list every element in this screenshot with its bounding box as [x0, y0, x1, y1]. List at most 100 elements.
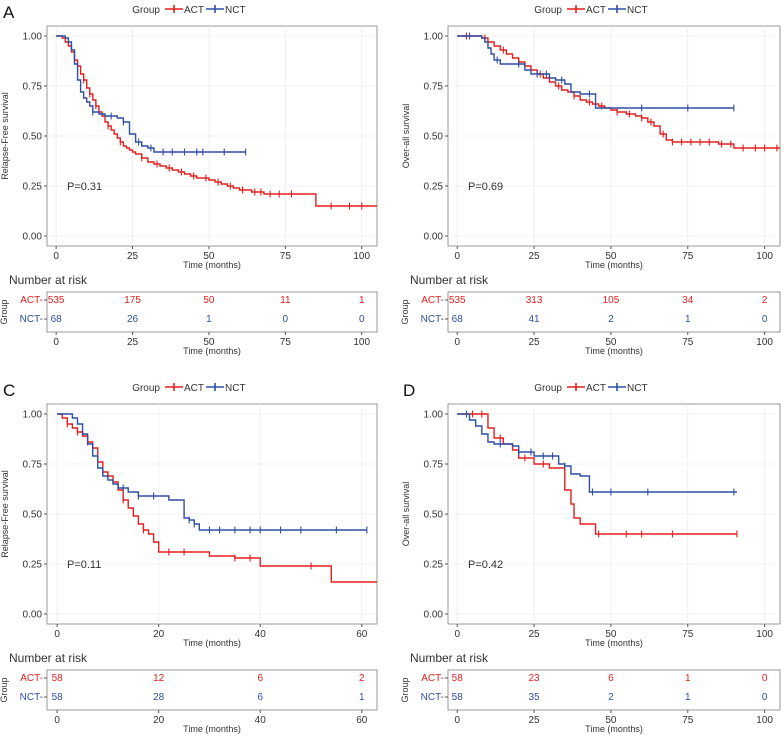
p-value: P=0.69 [468, 181, 503, 193]
risk-x-tick-label: 75 [682, 337, 694, 348]
risk-x-tick-label: 100 [756, 337, 773, 348]
risk-count: 35 [529, 692, 541, 703]
x-tick-label: 50 [605, 629, 617, 640]
risk-row-label: NCT- [20, 314, 43, 325]
risk-table: Number at risk ACT- 58 23 6 1 0 NCT- 58 35 2 1 0 Grou… [400, 651, 781, 734]
risk-count: 2 [762, 295, 768, 306]
panel-label: D [403, 381, 415, 400]
y-tick-label: 0.25 [424, 560, 444, 571]
y-tick-label: 0.50 [23, 132, 43, 143]
risk-count: 12 [153, 673, 165, 684]
risk-table: Number at risk ACT- 535 313 105 34 2 NCT- 68 41 2 1… [400, 273, 781, 356]
y-tick-label: 0.00 [23, 232, 43, 243]
y-tick-label: 0.00 [424, 610, 444, 621]
panel-label: A [3, 3, 15, 22]
risk-count: 2 [608, 314, 614, 325]
series-nct [457, 32, 735, 112]
risk-x-tick-label: 50 [203, 337, 215, 348]
y-tick-label: 1.00 [23, 32, 43, 43]
y-tick-label: 0.00 [23, 610, 43, 621]
y-axis-label: Relapse-Free survival [0, 92, 10, 180]
risk-x-tick-label: 20 [153, 715, 165, 726]
legend-act-label: ACT [586, 383, 606, 394]
risk-group-axis-label: Group [0, 677, 9, 702]
y-tick-label: 0.25 [424, 182, 444, 193]
risk-row-label: NCT- [421, 692, 444, 703]
y-axis-label: Over-all survival [401, 482, 411, 547]
risk-count: 0 [762, 692, 768, 703]
x-tick-label: 25 [529, 629, 541, 640]
y-tick-label: 0.50 [23, 510, 43, 521]
x-tick-label: 75 [280, 251, 292, 262]
risk-x-tick-label: 75 [280, 337, 292, 348]
risk-table-frame [46, 669, 378, 711]
risk-count: 2 [359, 673, 365, 684]
risk-x-axis-label: Time (months) [585, 346, 643, 356]
risk-table-title: Number at risk [9, 651, 88, 665]
legend: Group ACT NCT [534, 383, 648, 394]
km-curve-act [56, 35, 377, 207]
legend-act-label: ACT [184, 383, 204, 394]
legend: Group ACT NCT [534, 5, 648, 16]
y-tick-label: 0.25 [23, 560, 43, 571]
y-tick-label: 0.75 [23, 82, 43, 93]
y-tick-label: 0.75 [23, 460, 43, 471]
x-tick-label: 25 [127, 251, 139, 262]
risk-count: 1 [685, 692, 691, 703]
risk-count: 11 [280, 295, 291, 306]
risk-table: Number at risk ACT- 58 12 6 2 NCT- 58 28 6 1 Group 0… [0, 651, 378, 734]
risk-x-tick-label: 25 [529, 337, 541, 348]
y-tick-label: 0.75 [424, 82, 444, 93]
x-tick-label: 0 [54, 629, 60, 640]
legend-act-label: ACT [184, 5, 204, 16]
risk-x-tick-label: 0 [54, 715, 60, 726]
risk-count: 0 [359, 314, 365, 325]
risk-x-tick-label: 100 [756, 715, 773, 726]
risk-count: 34 [682, 295, 694, 306]
risk-row-label: NCT- [20, 692, 43, 703]
risk-count: 6 [257, 673, 263, 684]
x-tick-label: 25 [529, 251, 541, 262]
risk-count: 58 [452, 673, 464, 684]
x-tick-label: 60 [356, 629, 368, 640]
risk-count: 1 [685, 673, 691, 684]
km-curve-act [457, 35, 780, 149]
risk-x-tick-label: 50 [605, 715, 617, 726]
risk-table-frame [447, 669, 781, 711]
y-tick-label: 0.25 [23, 182, 43, 193]
x-tick-label: 75 [682, 629, 694, 640]
legend-title: Group [132, 5, 160, 16]
km-curve-nct [57, 413, 367, 531]
grid [448, 404, 780, 624]
risk-count: 175 [124, 295, 141, 306]
y-tick-label: 0.50 [424, 510, 444, 521]
risk-count: 0 [762, 673, 768, 684]
grid [448, 26, 780, 246]
risk-x-tick-label: 50 [605, 337, 617, 348]
x-tick-label: 100 [756, 251, 773, 262]
risk-x-tick-label: 40 [255, 715, 267, 726]
risk-count: 58 [52, 692, 64, 703]
risk-count: 58 [452, 692, 464, 703]
legend-nct-label: NCT [225, 383, 246, 394]
km-curve-nct [56, 35, 246, 153]
risk-count: 6 [257, 692, 263, 703]
risk-table-title: Number at risk [410, 273, 489, 287]
risk-row-label: NCT- [421, 314, 444, 325]
x-tick-label: 75 [682, 251, 694, 262]
risk-table-title: Number at risk [410, 651, 489, 665]
risk-count: 2 [608, 692, 614, 703]
y-axis-label: Relapse-Free survival [0, 470, 10, 558]
risk-x-axis-label: Time (months) [183, 346, 241, 356]
risk-count: 535 [48, 295, 65, 306]
legend: Group ACT NCT [132, 383, 246, 394]
risk-count: 0 [283, 314, 289, 325]
risk-x-axis-label: Time (months) [183, 724, 241, 734]
risk-count: 41 [529, 314, 541, 325]
km-curve-nct [457, 413, 737, 493]
series-nct [457, 410, 737, 496]
risk-count: 23 [529, 673, 541, 684]
